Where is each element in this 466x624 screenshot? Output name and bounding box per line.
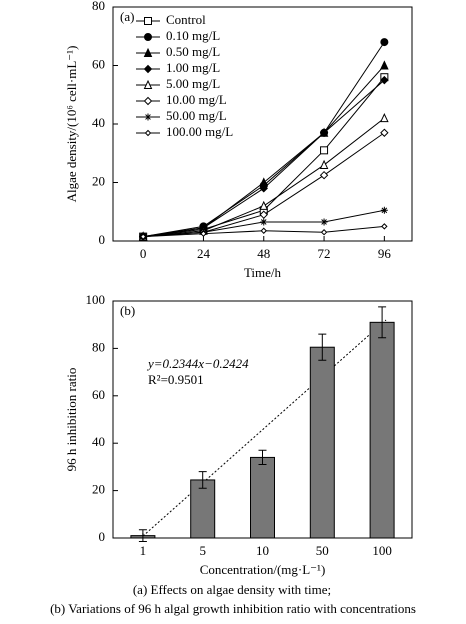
x-tick-label: 96 <box>378 246 392 261</box>
error-bar <box>318 333 327 361</box>
legend-label: 10.00 mg/L <box>166 92 227 107</box>
fit-r2: R²=0.9501 <box>148 372 204 387</box>
legend-label: 0.50 mg/L <box>166 44 220 59</box>
data-point <box>380 128 389 137</box>
error-bar <box>138 529 147 543</box>
bar <box>369 321 395 539</box>
data-point <box>320 229 328 236</box>
legend-label: 100.00 mg/L <box>166 124 233 139</box>
x-tick-label: 10 <box>256 543 269 558</box>
legend-label: 0.10 mg/L <box>166 28 220 43</box>
x-axis-label: Time/h <box>244 265 282 280</box>
x-tick-label: 5 <box>199 543 206 558</box>
legend-label: 50.00 mg/L <box>166 108 227 123</box>
x-tick-label: 48 <box>257 246 270 261</box>
bar <box>250 456 275 539</box>
x-tick-label: 100 <box>372 543 392 558</box>
data-point <box>380 75 389 85</box>
data-point <box>139 233 147 240</box>
legend-label: 5.00 mg/L <box>166 76 220 91</box>
y-tick-label: 40 <box>92 115 105 130</box>
data-point <box>380 38 389 47</box>
y-tick-label: 60 <box>92 387 105 402</box>
data-point <box>260 227 267 234</box>
y-tick-label: 0 <box>99 232 106 247</box>
fit-equation: y=0.2344x−0.2424 <box>146 356 249 371</box>
legend-marker <box>144 33 152 41</box>
data-point <box>320 218 328 226</box>
legend-marker <box>143 64 153 74</box>
panel-label: (a) <box>120 9 134 24</box>
bar <box>309 346 335 539</box>
legend-label: Control <box>166 12 206 27</box>
data-point <box>320 146 329 155</box>
error-bar <box>198 471 207 489</box>
data-point <box>260 218 268 226</box>
y-tick-label: 0 <box>99 529 106 544</box>
data-point <box>259 210 268 219</box>
y-tick-label: 100 <box>86 292 106 307</box>
y-tick-label: 80 <box>92 0 105 13</box>
caption: (a) Effects on algae density with time; <box>133 582 331 597</box>
data-point <box>381 223 388 230</box>
legend-marker <box>144 129 152 137</box>
panel-label: (b) <box>120 303 135 318</box>
error-bar <box>258 449 267 466</box>
x-tick-label: 0 <box>140 246 147 261</box>
x-tick-label: 24 <box>197 246 211 261</box>
legend-label: 1.00 mg/L <box>166 60 220 75</box>
y-tick-label: 20 <box>92 173 105 188</box>
data-point <box>380 112 389 123</box>
x-tick-label: 1 <box>140 543 147 558</box>
data-point <box>259 184 268 193</box>
x-axis-label: Concentration/(mg·L⁻¹) <box>200 562 326 577</box>
x-tick-label: 50 <box>316 543 329 558</box>
y-tick-label: 40 <box>92 434 105 449</box>
error-bar <box>378 306 387 339</box>
data-point <box>200 230 207 237</box>
legend-marker <box>143 47 153 57</box>
legend-marker <box>143 96 153 106</box>
data-point <box>319 159 329 169</box>
bar <box>190 479 216 539</box>
y-axis-label: Algae density/(10⁶ cell·mL⁻¹) <box>64 46 79 203</box>
data-point <box>380 206 388 214</box>
data-point <box>319 128 329 137</box>
y-tick-label: 20 <box>92 482 105 497</box>
legend-marker <box>144 17 152 25</box>
y-tick-label: 60 <box>92 56 105 71</box>
legend-marker <box>144 113 152 121</box>
caption: (b) Variations of 96 h algal growth inhi… <box>50 601 416 616</box>
y-tick-label: 80 <box>92 339 105 354</box>
data-point <box>380 60 389 70</box>
legend-marker <box>143 79 153 89</box>
data-point <box>259 200 269 210</box>
y-axis-label: 96 h inhibition ratio <box>64 368 79 472</box>
x-tick-label: 72 <box>318 246 331 261</box>
data-point <box>319 170 329 180</box>
